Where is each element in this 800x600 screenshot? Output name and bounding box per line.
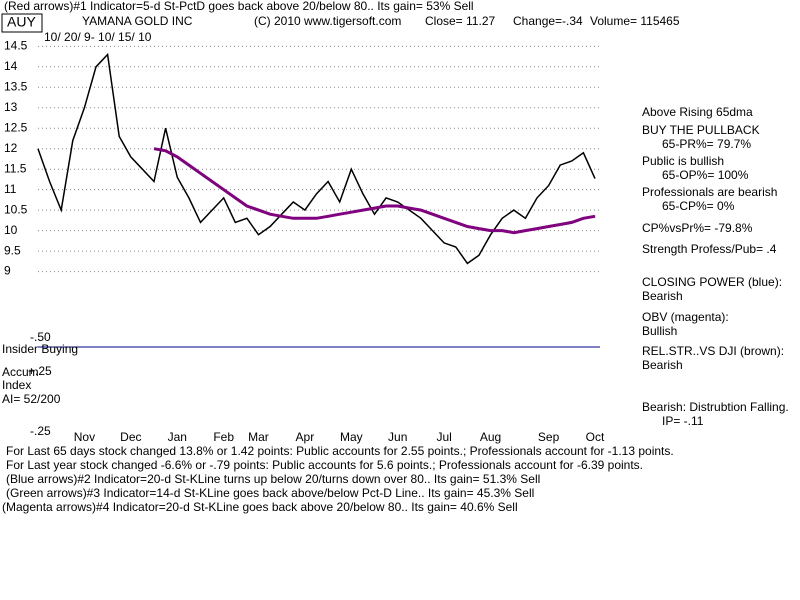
x-tick-label: Jul <box>436 430 451 444</box>
indicator-text: OBV (magenta): <box>642 310 729 324</box>
indicator-text: Professionals are bearish <box>642 185 777 199</box>
y-tick-label: 11 <box>4 182 17 196</box>
ai-label: AI= 52/200 <box>2 392 61 406</box>
company: YAMANA GOLD INC <box>82 14 193 28</box>
footer-line: For Last year stock changed -6.6% or -.7… <box>6 458 643 472</box>
copyright: (C) 2010 www.tigersoft.com <box>254 14 401 28</box>
y-tick-label: 11.5 <box>4 161 27 175</box>
price-line <box>153 147 596 235</box>
axis-label: -.50 <box>30 330 51 344</box>
x-tick-label: Mar <box>248 430 269 444</box>
indicator-text: Bullish <box>642 324 677 338</box>
indicator-text: IP= -.11 <box>662 414 704 428</box>
y-tick-label: 14.5 <box>4 39 28 53</box>
x-tick-label: Nov <box>74 430 95 444</box>
y-tick-label: 10 <box>4 223 18 237</box>
indicator-text: Strength Profess/Pub= .4 <box>642 242 777 256</box>
x-tick-label: Sep <box>538 430 560 444</box>
indicator-text: Bearish: Distrubtion Falling. <box>642 400 789 414</box>
axis-label: -.25 <box>30 424 51 438</box>
indicator-text: 65-CP%= 0% <box>662 199 735 213</box>
signal-line: (Red arrows)#1 Indicator=5-d St-PctD goe… <box>4 0 474 13</box>
x-tick-label: Dec <box>120 430 141 444</box>
indicator-text: Bearish <box>642 358 683 372</box>
indicator-text: REL.STR..VS DJI (brown): <box>642 344 784 358</box>
close: Close= 11.27 <box>425 14 495 28</box>
y-tick-label: 9.5 <box>4 243 21 257</box>
indicator-text: CLOSING POWER (blue): <box>642 275 782 289</box>
y-tick-label: 13.5 <box>4 79 28 93</box>
volume: Volume= 115465 <box>590 14 680 28</box>
ticker: AUY <box>7 14 36 30</box>
indicator-text: 65-OP%= 100% <box>662 168 749 182</box>
y-tick-label: 10.5 <box>4 202 28 216</box>
y-tick-label: 9 <box>4 264 11 278</box>
date-range: 10/ 20/ 9- 10/ 15/ 10 <box>44 30 152 44</box>
footer-line: (Blue arrows)#2 Indicator=20-d St-KLine … <box>6 472 540 486</box>
y-tick-label: 13 <box>4 100 18 114</box>
ticker-box <box>1 13 43 33</box>
change: Change=-.34 <box>513 14 583 28</box>
indicator-text: Bearish <box>642 289 683 303</box>
insider-label: Insider Buying <box>2 342 78 356</box>
footer-line: (Magenta arrows)#4 Indicator=20-d St-KLi… <box>2 500 518 514</box>
x-tick-label: Aug <box>480 430 501 444</box>
accum-label: Accum <box>2 365 39 379</box>
y-tick-label: 14 <box>4 59 18 73</box>
indicator-text: Above Rising 65dma <box>642 105 753 119</box>
y-tick-label: 12 <box>4 141 18 155</box>
axis-label: +.25 <box>28 364 52 378</box>
accum-label: Index <box>2 378 31 392</box>
indicator-text: BUY THE PULLBACK <box>642 123 760 137</box>
x-tick-label: Oct <box>586 430 605 444</box>
x-tick-label: May <box>340 430 363 444</box>
x-tick-label: Jan <box>168 430 187 444</box>
x-tick-label: Apr <box>296 430 315 444</box>
indicator-text: CP%vsPr%= -79.8% <box>642 221 753 235</box>
indicator-text: 65-PR%= 79.7% <box>662 137 751 151</box>
y-tick-label: 12.5 <box>4 120 28 134</box>
x-tick-label: Jun <box>388 430 407 444</box>
x-tick-label: Feb <box>213 430 234 444</box>
indicator-text: Public is bullish <box>642 154 724 168</box>
price-line <box>37 52 596 265</box>
footer-line: For Last 65 days stock changed 13.8% or … <box>6 444 674 458</box>
footer-line: (Green arrows)#3 Indicator=14-d St-KLine… <box>6 486 534 500</box>
